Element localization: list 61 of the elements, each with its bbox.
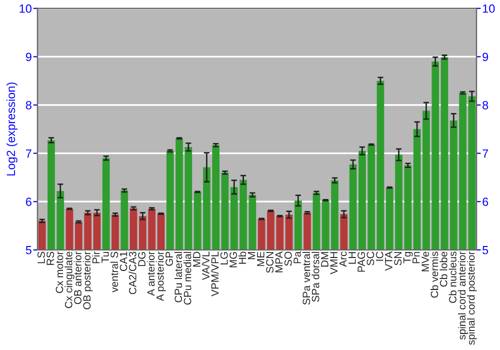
x-tick-label: CPu medial xyxy=(184,252,192,305)
x-tick-label: A posterior xyxy=(156,251,166,302)
y-tick-label: 6 xyxy=(26,198,32,206)
y2-tick-label: 6 xyxy=(482,198,488,206)
x-tick-label: DG xyxy=(138,252,146,266)
x-tick-label: RS xyxy=(46,252,54,265)
x-tick-label: Hb xyxy=(238,252,246,264)
x-tick-label: spinal cord posterior xyxy=(467,251,477,345)
x-tick-label: Pir xyxy=(92,251,100,264)
x-tick-label: OB anterior xyxy=(74,251,82,304)
y2-tick-label: 8 xyxy=(482,101,488,110)
y-tick-label: 8 xyxy=(26,101,32,110)
x-tick-label: Arc xyxy=(339,252,347,267)
x-tick-label: MD xyxy=(193,252,200,267)
x-tick-label: spinal cord anterior xyxy=(458,251,468,340)
x-tick-label: Pa xyxy=(294,251,301,264)
x-tick-label: LG xyxy=(220,252,228,264)
x-tick-label: VPM/VPL xyxy=(210,252,219,296)
x-tick-label: CPu lateral xyxy=(174,252,182,302)
x-tick-label: LS xyxy=(37,252,45,264)
x-tick-label: Tu xyxy=(102,252,109,263)
y-tick-label: 9 xyxy=(26,52,32,62)
x-tick-label: Cb vermis xyxy=(430,252,438,298)
x-tick-label: SCN xyxy=(266,252,274,273)
x-tick-label: Cb lobe xyxy=(440,252,448,287)
x-tick-label: MPA xyxy=(275,251,283,272)
x-tick-label: SN xyxy=(394,252,402,266)
x-tick-label: ventral S xyxy=(110,252,118,292)
y-tick-label: 10 xyxy=(20,4,32,13)
x-tick-label: LH xyxy=(348,252,356,264)
y-tick-label: 5 xyxy=(26,246,32,254)
x-tick-label: Cx cingulate xyxy=(64,252,74,308)
y-tick-label: 7 xyxy=(26,149,32,158)
x-tick-label: ME xyxy=(257,252,264,266)
x-tick-label: OB posterior xyxy=(82,251,93,310)
x-tick-label: MVe xyxy=(422,252,429,272)
y2-tick-label: 5 xyxy=(482,246,488,254)
x-tick-label: SPa dorsal xyxy=(312,252,320,302)
x-tick-label: VMH xyxy=(330,252,338,274)
x-tick-label: CA2/CA3 xyxy=(128,252,136,294)
x-tick-label: PAG xyxy=(358,252,365,272)
y2-tick-label: 9 xyxy=(482,52,488,62)
x-tick-label: VTA xyxy=(385,251,392,271)
x-tick-label: SPa ventral xyxy=(302,252,310,305)
y2-tick-label: 7 xyxy=(482,149,488,158)
x-tick-label: Tg xyxy=(403,252,413,264)
x-tick-label: SO xyxy=(284,252,292,266)
x-tick-label: IC xyxy=(376,252,384,261)
x-tick-label: MG xyxy=(230,252,237,268)
x-tick-label: M xyxy=(248,252,256,260)
x-tick-label: Cx motor xyxy=(56,251,64,294)
x-tick-label: SC xyxy=(366,252,374,266)
y2-tick-label: 10 xyxy=(482,4,495,13)
x-tick-label: Pn xyxy=(412,252,420,264)
x-tick-label: Cb nucleus xyxy=(448,252,456,303)
x-tick-label: DM xyxy=(321,252,328,267)
x-tick-label: VA/VL xyxy=(202,252,210,280)
x-tick-label: GP xyxy=(166,252,173,266)
x-tick-label: CA1 xyxy=(120,252,128,272)
x-tick-label: A anterior xyxy=(146,251,155,296)
y-axis-title: Log2 (expression) xyxy=(6,82,18,176)
